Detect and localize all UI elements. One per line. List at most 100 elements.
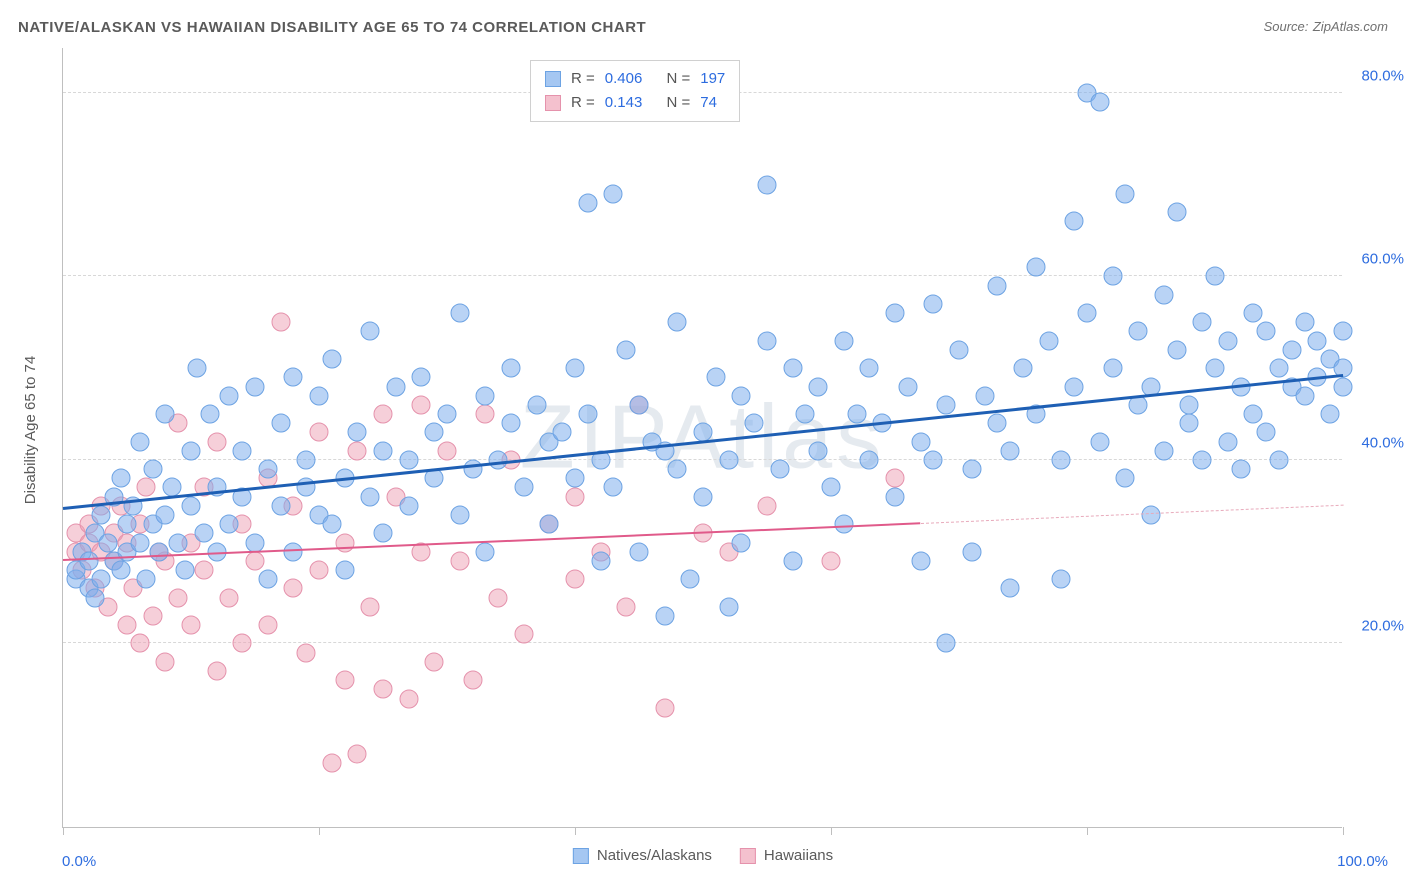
data-point-natives	[898, 377, 917, 396]
data-point-hawaiians	[822, 551, 841, 570]
data-point-natives	[322, 515, 341, 534]
source-name: ZipAtlas.com	[1313, 19, 1388, 34]
data-point-natives	[79, 551, 98, 570]
data-point-natives	[553, 423, 572, 442]
data-point-natives	[476, 542, 495, 561]
data-point-natives	[1193, 450, 1212, 469]
data-point-natives	[1103, 359, 1122, 378]
data-point-natives	[137, 570, 156, 589]
data-point-natives	[514, 478, 533, 497]
scatter-plot-area: ZIPAtlas 20.0%40.0%60.0%80.0%	[62, 48, 1342, 828]
data-point-natives	[463, 460, 482, 479]
source: Source: ZipAtlas.com	[1264, 18, 1388, 36]
data-point-natives	[1154, 441, 1173, 460]
data-point-natives	[630, 542, 649, 561]
data-point-natives	[1257, 322, 1276, 341]
swatch-pink-icon	[740, 848, 756, 864]
data-point-natives	[1206, 267, 1225, 286]
data-point-hawaiians	[566, 570, 585, 589]
data-point-natives	[284, 542, 303, 561]
data-point-hawaiians	[284, 579, 303, 598]
x-tick	[63, 827, 64, 835]
data-point-natives	[732, 533, 751, 552]
data-point-hawaiians	[425, 652, 444, 671]
data-point-natives	[1308, 331, 1327, 350]
data-point-natives	[246, 377, 265, 396]
data-point-hawaiians	[207, 432, 226, 451]
data-point-hawaiians	[617, 597, 636, 616]
legend-label: Natives/Alaskans	[597, 847, 712, 864]
data-point-hawaiians	[438, 441, 457, 460]
data-point-natives	[924, 294, 943, 313]
data-point-natives	[962, 460, 981, 479]
data-point-natives	[540, 515, 559, 534]
data-point-natives	[374, 441, 393, 460]
data-point-hawaiians	[886, 469, 905, 488]
data-point-natives	[1078, 304, 1097, 323]
data-point-natives	[886, 304, 905, 323]
n-label: N =	[666, 67, 690, 91]
data-point-natives	[770, 460, 789, 479]
data-point-natives	[322, 350, 341, 369]
data-point-natives	[220, 515, 239, 534]
data-point-natives	[1142, 506, 1161, 525]
data-point-natives	[150, 542, 169, 561]
data-point-hawaiians	[118, 616, 137, 635]
data-point-natives	[1167, 203, 1186, 222]
data-point-natives	[758, 175, 777, 194]
data-point-natives	[98, 533, 117, 552]
data-point-natives	[182, 496, 201, 515]
data-point-natives	[809, 377, 828, 396]
data-point-natives	[1257, 423, 1276, 442]
data-point-natives	[92, 506, 111, 525]
x-tick	[575, 827, 576, 835]
data-point-natives	[258, 460, 277, 479]
y-tick-label: 20.0%	[1361, 618, 1404, 635]
data-point-natives	[156, 405, 175, 424]
data-point-natives	[745, 414, 764, 433]
data-point-natives	[719, 450, 738, 469]
data-point-natives	[361, 322, 380, 341]
data-point-natives	[169, 533, 188, 552]
data-point-hawaiians	[374, 405, 393, 424]
data-point-natives	[1014, 359, 1033, 378]
data-point-hawaiians	[348, 744, 367, 763]
data-point-natives	[1116, 184, 1135, 203]
data-point-natives	[246, 533, 265, 552]
data-point-natives	[348, 423, 367, 442]
data-point-hawaiians	[156, 652, 175, 671]
swatch-blue-icon	[573, 848, 589, 864]
data-point-natives	[706, 368, 725, 387]
data-point-hawaiians	[476, 405, 495, 424]
data-point-natives	[111, 561, 130, 580]
data-point-natives	[732, 386, 751, 405]
data-point-natives	[489, 450, 508, 469]
natives-n-value: 197	[700, 67, 725, 91]
data-point-natives	[591, 551, 610, 570]
data-point-natives	[1295, 386, 1314, 405]
data-point-natives	[860, 450, 879, 469]
legend-statistics: R = 0.406 N = 197 R = 0.143 N = 74	[530, 60, 740, 122]
data-point-natives	[130, 432, 149, 451]
data-point-hawaiians	[271, 313, 290, 332]
data-point-natives	[694, 487, 713, 506]
x-tick	[319, 827, 320, 835]
data-point-natives	[156, 506, 175, 525]
data-point-natives	[988, 276, 1007, 295]
data-point-natives	[438, 405, 457, 424]
data-point-natives	[374, 524, 393, 543]
legend-series: Natives/Alaskans Hawaiians	[573, 847, 833, 864]
data-point-natives	[1321, 405, 1340, 424]
data-point-natives	[566, 469, 585, 488]
data-point-natives	[425, 423, 444, 442]
y-tick-label: 40.0%	[1361, 434, 1404, 451]
data-point-natives	[809, 441, 828, 460]
data-point-natives	[1039, 331, 1058, 350]
data-point-natives	[783, 359, 802, 378]
data-point-hawaiians	[207, 662, 226, 681]
data-point-natives	[258, 570, 277, 589]
x-tick	[831, 827, 832, 835]
data-point-natives	[604, 478, 623, 497]
data-point-natives	[1129, 322, 1148, 341]
data-point-natives	[834, 331, 853, 350]
